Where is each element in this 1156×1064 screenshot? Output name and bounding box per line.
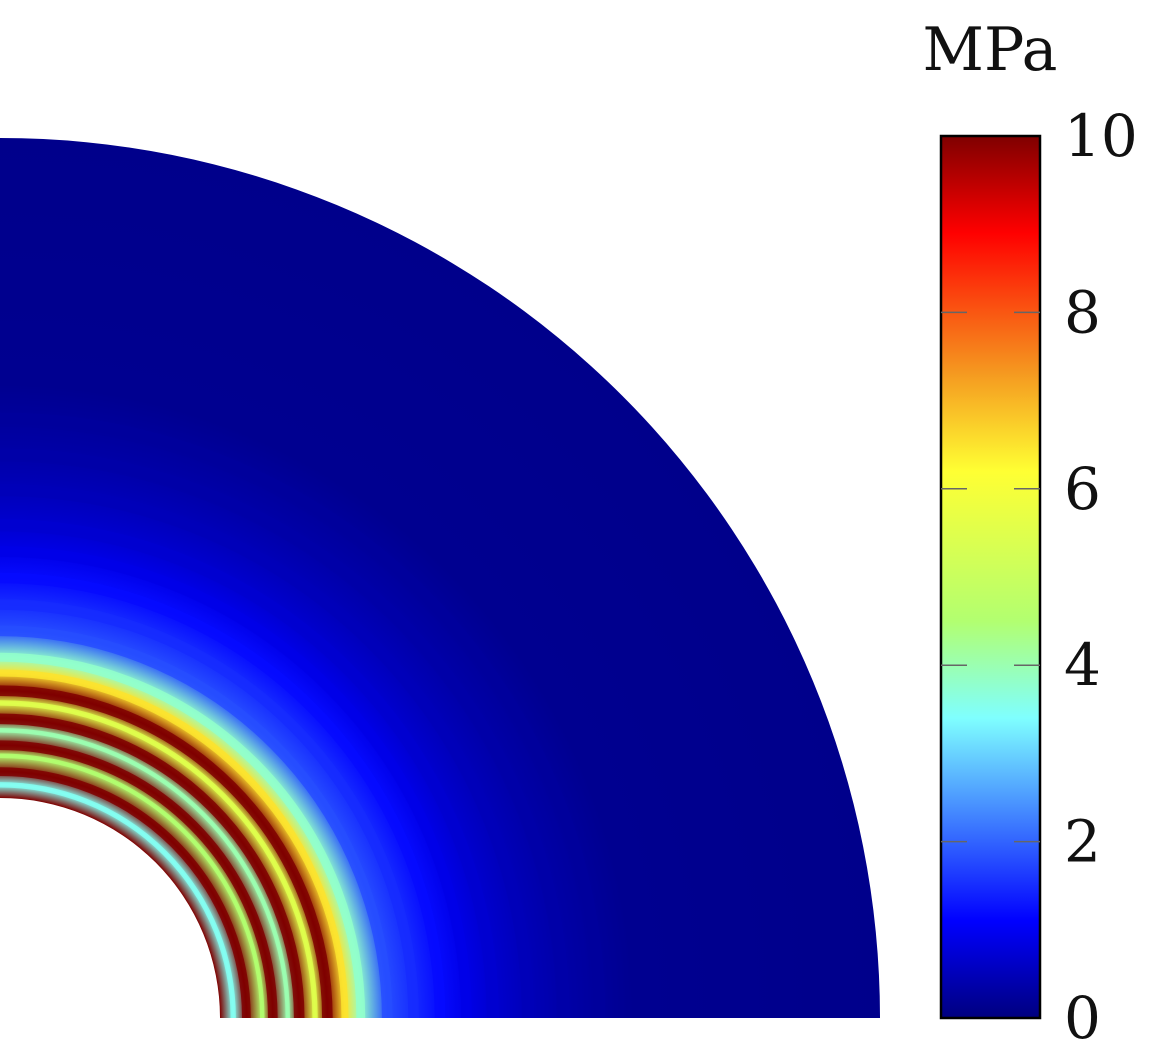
wave-band-11 (0, 599, 419, 1018)
wave-band-3 (0, 740, 278, 1018)
wave-band-5 (0, 713, 305, 1018)
colorbar-tick-label-10: 10 (1064, 102, 1138, 170)
wave-band-16 (0, 448, 570, 1018)
wave-band-9 (0, 652, 366, 1018)
colorbar-tick-label-4: 4 (1064, 631, 1101, 699)
colorbar-unit-label: MPa (923, 15, 1058, 85)
colorbar-tick-label-2: 2 (1064, 808, 1101, 876)
wave-band-14 (0, 519, 499, 1018)
annulus-field (0, 138, 880, 1018)
wave-band-4 (0, 728, 290, 1018)
wave-band-13 (0, 546, 472, 1018)
colorbar-tick-label-0: 0 (1064, 984, 1101, 1052)
wave-band-12 (0, 572, 446, 1018)
wave-band-0 (0, 782, 236, 1018)
wave-band-10 (0, 625, 393, 1018)
colorbar-tick-label-8: 8 (1064, 278, 1101, 346)
colorbar-ticks (941, 311, 1040, 843)
wave-band-17 (0, 412, 606, 1018)
colorbar-tick-label-6: 6 (1064, 455, 1101, 523)
plot-area (0, 138, 880, 1018)
wave-band-1 (0, 767, 251, 1018)
colorbar-tick-labels: 0 2 4 6 8 10 (1064, 102, 1138, 1052)
colorbar: 0 2 4 6 8 10 MPa (923, 15, 1138, 1052)
wave-band-15 (0, 483, 535, 1018)
wave-band-2 (0, 753, 265, 1018)
colorbar-gradient (939, 134, 1042, 1020)
wave-band-8 (0, 669, 349, 1018)
wave-band-7 (0, 685, 333, 1018)
wave-bands (0, 412, 606, 1018)
wave-band-6 (0, 700, 318, 1018)
